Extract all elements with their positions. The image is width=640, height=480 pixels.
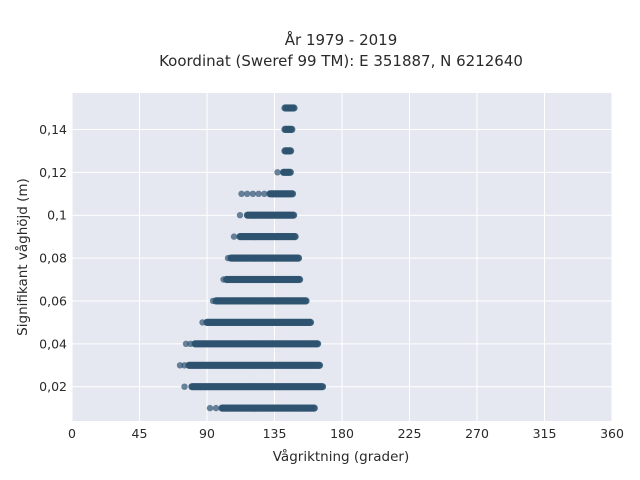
scatter-point (288, 125, 296, 133)
scatter-point (306, 318, 315, 326)
x-axis-ticks: 0 45 90 135 180 225 270 315 360 (68, 426, 624, 441)
scatter-point (296, 275, 304, 284)
x-tick-label: 360 (600, 426, 624, 441)
scatter-point (290, 211, 298, 219)
scatter-point (288, 190, 297, 198)
x-tick-label: 180 (330, 426, 354, 441)
scatter-point (290, 104, 298, 112)
x-tick-label: 45 (132, 426, 148, 441)
scatter-point (249, 190, 257, 197)
x-tick-label: 90 (199, 426, 215, 441)
y-tick-label: 0,14 (39, 122, 67, 137)
scatter-point (238, 190, 245, 197)
y-tick-label: 0,04 (39, 336, 67, 351)
scatter-point (302, 297, 310, 305)
y-tick-label: 0,02 (39, 379, 67, 394)
grid-lines (71, 93, 613, 421)
scatter-point (230, 233, 238, 240)
scatter-point (315, 361, 324, 369)
scatter-point (314, 340, 322, 348)
scatter-point (310, 404, 318, 412)
scatter-point (244, 190, 251, 197)
x-tick-label: 135 (263, 426, 287, 441)
scatter-point (291, 233, 299, 241)
y-tick-label: 0,08 (39, 251, 67, 266)
scatter-points (176, 104, 327, 412)
x-tick-label: 270 (465, 426, 489, 441)
x-axis-label: Vågriktning (grader) (273, 448, 410, 465)
y-axis-label: Signifikant våghöjd (m) (14, 178, 31, 336)
scatter-point (182, 340, 190, 347)
x-tick-label: 225 (398, 426, 422, 441)
x-tick-label: 315 (533, 426, 557, 441)
scatter-point (294, 254, 303, 262)
chart-title-line-2: Koordinat (Sweref 99 TM): E 351887, N 62… (159, 52, 523, 70)
scatter-point (318, 383, 327, 391)
scatter-point (236, 212, 244, 219)
scatter-point (181, 383, 188, 390)
y-tick-label: 0,12 (39, 165, 67, 180)
y-tick-label: 0,1 (47, 208, 67, 223)
scatter-point (176, 362, 184, 369)
scatter-point (206, 404, 214, 412)
scatter-point (255, 190, 262, 197)
y-tick-label: 0,06 (39, 293, 67, 308)
x-tick-label: 0 (68, 426, 76, 441)
scatter-point (261, 190, 268, 197)
scatter-point (287, 147, 295, 155)
y-axis-ticks: 0,02 0,04 0,06 0,08 0,1 0,12 0,14 (39, 122, 67, 394)
scatter-point (286, 168, 294, 176)
scatter-point (274, 169, 281, 176)
scatter-point (212, 404, 220, 412)
chart-title-line-1: År 1979 - 2019 (285, 30, 398, 49)
